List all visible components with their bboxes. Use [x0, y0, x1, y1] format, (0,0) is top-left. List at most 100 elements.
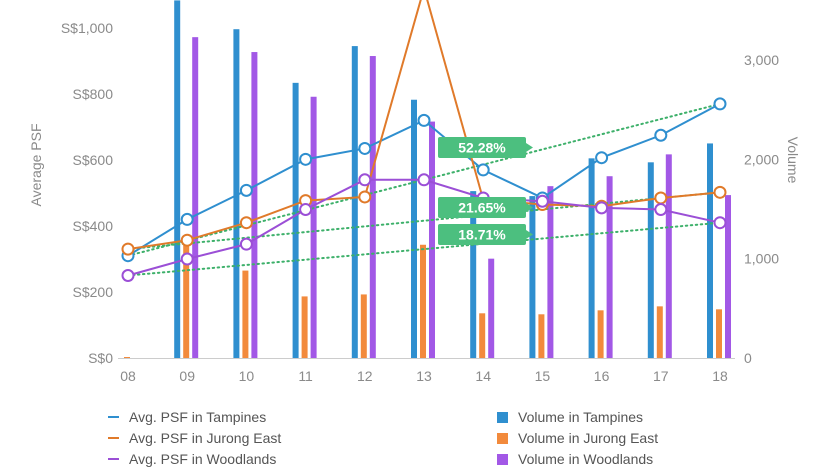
- bar-volume-in-tampines-17: [647, 162, 654, 358]
- point-avg-psf-in-woodlands-12: [358, 173, 372, 187]
- bar-volume-in-woodlands-15: [547, 186, 554, 358]
- point-avg-psf-in-jurong-east-18: [713, 185, 727, 199]
- bar-volume-in-jurong-east-08: [124, 357, 130, 358]
- point-avg-psf-in-tampines-13: [417, 113, 431, 127]
- trendline-layer: [127, 102, 721, 277]
- bar-volume-in-woodlands-16: [606, 176, 613, 358]
- callout-box-0: [438, 137, 526, 158]
- bar-volume-in-jurong-east-10: [242, 270, 249, 358]
- bar-volume-in-jurong-east-11: [301, 296, 308, 358]
- callout-layer: 52.28% 21.65% 18.71%: [438, 137, 533, 245]
- bar-volume-in-jurong-east-17: [656, 306, 663, 358]
- bar-volume-in-woodlands-09: [192, 37, 199, 359]
- y-left-axis-title: Average PSF: [28, 123, 44, 206]
- y-left-tick-label: S$600: [73, 152, 114, 168]
- legend-label: Volume in Jurong East: [518, 430, 659, 446]
- legend-item-woodlands-volume[interactable]: Volume in Woodlands: [497, 449, 653, 469]
- point-avg-psf-in-jurong-east-17: [654, 191, 668, 205]
- bar-layer: [124, 0, 731, 359]
- point-avg-psf-in-tampines-17: [654, 128, 668, 142]
- bar-volume-in-jurong-east-18: [716, 309, 722, 358]
- callout-label-0: 52.28%: [458, 140, 506, 156]
- y-right-tick-label: 0: [744, 350, 752, 366]
- bar-volume-in-woodlands-17: [665, 154, 672, 358]
- bar-volume-in-jurong-east-14: [479, 313, 486, 358]
- callout-box-1: [438, 197, 526, 218]
- bar-volume-in-tampines-18: [707, 143, 713, 358]
- point-avg-psf-in-woodlands-18: [713, 216, 727, 230]
- bar-volume-in-tampines-11: [292, 82, 299, 358]
- point-avg-psf-in-woodlands-16: [595, 201, 609, 215]
- bar-volume-in-woodlands-11: [310, 96, 317, 359]
- bar-volume-in-tampines-09: [174, 0, 181, 359]
- legend-label: Avg. PSF in Tampines: [129, 409, 267, 425]
- point-avg-psf-in-jurong-east-08: [121, 242, 135, 256]
- y-left-tick-label: S$200: [73, 284, 114, 300]
- y-left-tick-label: S$800: [73, 86, 114, 102]
- bar-volume-in-woodlands-10: [251, 52, 258, 358]
- legend-label: Volume in Tampines: [518, 409, 644, 425]
- line-layer: [121, 0, 727, 282]
- legend-line-icon: [108, 437, 119, 439]
- point-avg-psf-in-tampines-16: [595, 151, 609, 165]
- legend-label: Volume in Woodlands: [518, 451, 654, 467]
- legend-item-jurong-psf[interactable]: Avg. PSF in Jurong East: [108, 428, 281, 448]
- y-right-tick-label: 3,000: [744, 52, 779, 68]
- x-tick-label: 11: [298, 368, 313, 384]
- x-tick-label: 14: [475, 368, 491, 384]
- x-tick-label: 08: [120, 368, 136, 384]
- legend-label: Avg. PSF in Jurong East: [129, 430, 282, 446]
- point-avg-psf-in-woodlands-08: [121, 269, 135, 282]
- point-avg-psf-in-jurong-east-10: [239, 216, 253, 230]
- bar-volume-in-tampines-13: [411, 99, 417, 358]
- callout-pointer-0: [526, 143, 533, 152]
- point-avg-psf-in-jurong-east-09: [180, 233, 194, 247]
- callout-pointer-1: [526, 203, 533, 212]
- legend-item-woodlands-psf[interactable]: Avg. PSF in Woodlands: [108, 449, 276, 469]
- legend: Avg. PSF in Tampines Avg. PSF in Jurong …: [0, 400, 830, 468]
- legend-item-tampines-psf[interactable]: Avg. PSF in Tampines: [108, 407, 266, 427]
- bar-volume-in-jurong-east-16: [597, 310, 604, 358]
- y-left-tick-label: S$1,000: [61, 20, 113, 36]
- x-tick-label: 10: [239, 368, 255, 384]
- x-tick-label: 18: [712, 368, 728, 384]
- bar-volume-in-woodlands-13: [429, 121, 435, 358]
- y-left-tick-label: S$0: [88, 350, 113, 366]
- line-avg-psf-in-jurong-east: [127, 0, 721, 251]
- legend-item-tampines-volume[interactable]: Volume in Tampines: [497, 407, 643, 427]
- point-avg-psf-in-woodlands-15: [535, 194, 549, 208]
- point-avg-psf-in-tampines-10: [239, 183, 253, 197]
- y-right-tick-label: 2,000: [744, 151, 779, 167]
- point-avg-psf-in-woodlands-11: [299, 203, 313, 216]
- point-avg-psf-in-tampines-14: [476, 163, 490, 177]
- axes-layer: S$0 S$200 S$400 S$600 S$800 S$1,000 0 1,000 2,00…: [28, 20, 801, 384]
- legend-item-jurong-volume[interactable]: Volume in Jurong East: [497, 428, 658, 448]
- y-left-tick-label: S$400: [73, 218, 114, 234]
- callout-box-2: [438, 224, 526, 245]
- bar-volume-in-tampines-15: [529, 196, 536, 358]
- x-tick-label: 16: [594, 368, 610, 384]
- bar-volume-in-tampines-10: [233, 29, 240, 359]
- bar-volume-in-woodlands-18: [725, 195, 731, 358]
- bar-volume-in-jurong-east-12: [360, 294, 367, 358]
- point-avg-psf-in-tampines-11: [299, 152, 313, 166]
- bar-volume-in-tampines-12: [351, 46, 358, 359]
- y-right-tick-label: 1,000: [744, 251, 779, 267]
- bar-volume-in-jurong-east-15: [538, 314, 545, 358]
- x-tick-label: 09: [179, 368, 195, 384]
- point-avg-psf-in-woodlands-10: [239, 237, 253, 251]
- x-tick-label: 15: [535, 368, 551, 384]
- bar-volume-in-tampines-14: [470, 191, 477, 358]
- point-avg-psf-in-tampines-18: [713, 97, 727, 111]
- callout-label-1: 21.65%: [458, 200, 506, 216]
- legend-square-icon: [497, 411, 508, 423]
- legend-square-icon: [497, 453, 508, 465]
- x-tick-label: 13: [416, 368, 432, 384]
- point-avg-psf-in-woodlands-17: [654, 203, 668, 216]
- trendline-1: [127, 191, 721, 251]
- point-avg-psf-in-jurong-east-12: [358, 190, 372, 204]
- y-right-axis-title: Volume: [785, 137, 801, 184]
- bar-volume-in-jurong-east-13: [420, 244, 426, 358]
- legend-line-icon: [108, 458, 119, 460]
